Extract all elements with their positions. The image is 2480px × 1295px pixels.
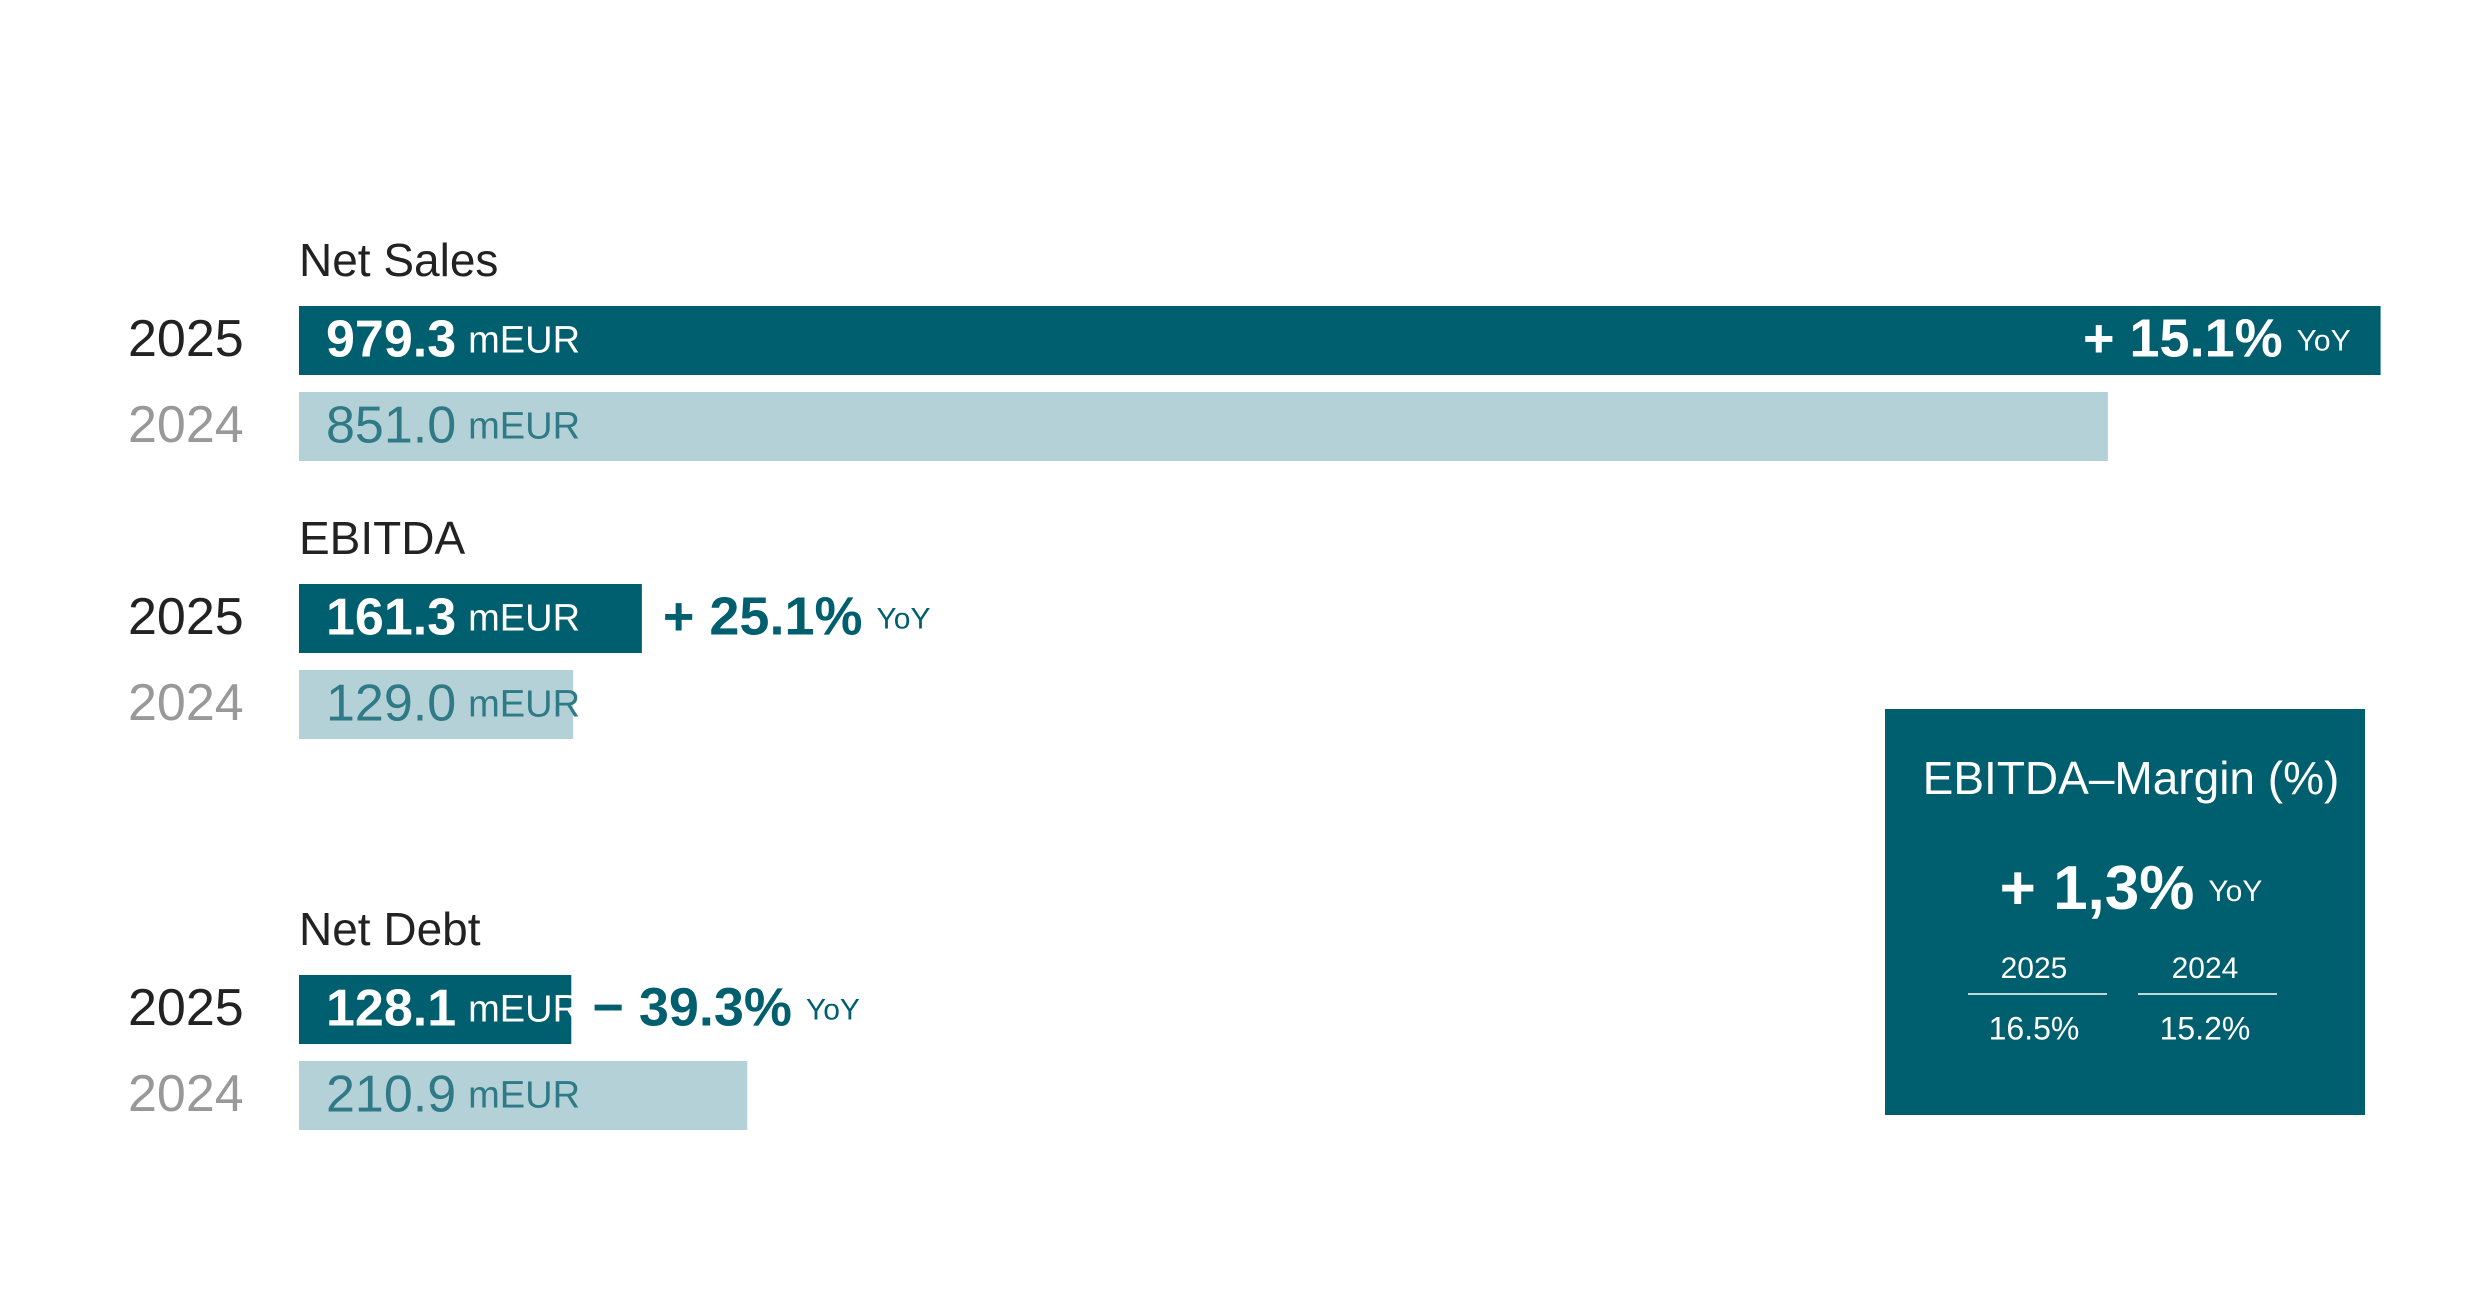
- margin-year: 2025: [2001, 952, 2068, 985]
- margin-change-unit: YoY: [2208, 875, 2262, 908]
- value-unit: mEUR: [468, 684, 580, 726]
- change-value: − 39.3%: [592, 978, 792, 1038]
- margin-value: 16.5%: [1989, 1010, 2080, 1046]
- year-label: 2025: [128, 588, 244, 646]
- bar: [299, 306, 2381, 375]
- bar: [299, 1061, 748, 1130]
- value-unit: mEUR: [468, 320, 580, 362]
- value-number: 129.0: [326, 674, 456, 732]
- change-value: + 25.1%: [663, 587, 863, 647]
- chart-title: EBITDA: [299, 512, 465, 564]
- value-label: 128.1 mEUR: [326, 979, 580, 1037]
- value-label: 210.9 mEUR: [326, 1065, 580, 1123]
- bar: [299, 670, 574, 739]
- change-label: + 25.1% YoY: [663, 587, 931, 647]
- bar: [299, 392, 2108, 461]
- change-value: + 15.1%: [2083, 309, 2283, 369]
- change-label: + 15.1% YoY: [2083, 309, 2351, 369]
- value-unit: mEUR: [468, 989, 580, 1031]
- change-unit: YoY: [2297, 324, 2351, 357]
- value-number: 161.3: [326, 588, 456, 646]
- value-label: 851.0 mEUR: [326, 396, 580, 454]
- year-label: 2024: [128, 1065, 244, 1123]
- bar: [299, 975, 572, 1044]
- value-label: 129.0 mEUR: [326, 674, 580, 732]
- change-label: − 39.3% YoY: [592, 978, 860, 1038]
- chart-title: Net Sales: [299, 234, 498, 286]
- margin-box: [1885, 709, 2365, 1115]
- change-unit: YoY: [877, 602, 931, 635]
- year-label: 2024: [128, 396, 244, 454]
- value-unit: mEUR: [468, 1075, 580, 1117]
- change-unit: YoY: [806, 993, 860, 1026]
- margin-change: + 1,3% YoY: [2000, 854, 2263, 923]
- margin-title: EBITDA–Margin (%): [1923, 752, 2340, 804]
- year-label: 2024: [128, 674, 244, 732]
- value-label: 161.3 mEUR: [326, 588, 580, 646]
- chart-title: Net Debt: [299, 903, 481, 955]
- value-unit: mEUR: [468, 598, 580, 640]
- value-number: 979.3: [326, 310, 456, 368]
- value-number: 851.0: [326, 396, 456, 454]
- bar: [299, 584, 642, 653]
- year-label: 2025: [128, 979, 244, 1037]
- value-number: 210.9: [326, 1065, 456, 1123]
- value-label: 979.3 mEUR: [326, 310, 580, 368]
- value-number: 128.1: [326, 979, 456, 1037]
- margin-year: 2024: [2172, 952, 2239, 985]
- margin-value: 15.2%: [2160, 1010, 2251, 1046]
- value-unit: mEUR: [468, 406, 580, 448]
- year-label: 2025: [128, 310, 244, 368]
- margin-change-value: + 1,3%: [2000, 854, 2195, 923]
